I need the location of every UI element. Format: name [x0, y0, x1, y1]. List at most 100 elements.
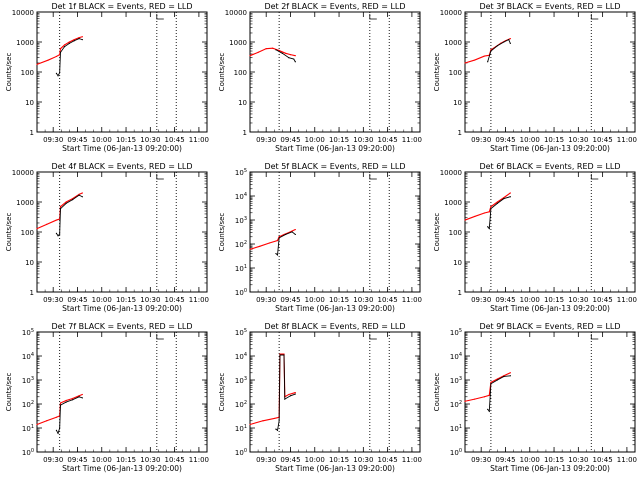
events-point [59, 208, 62, 210]
events-point [294, 233, 296, 236]
y-tick-label: 10 [453, 259, 462, 267]
x-tick-label: 11:00 [617, 456, 637, 464]
lld-point [259, 245, 261, 247]
lld-point [65, 399, 67, 402]
y-tick-label: 104 [450, 352, 462, 361]
lld-point [279, 353, 281, 355]
lld-point [47, 59, 49, 61]
y-axis-label: Counts/sec [218, 373, 226, 412]
events-point [78, 37, 80, 40]
y-tick-exponent: 4 [244, 192, 247, 198]
panel-7: Det 7f BLACK = Events, RED = LLD10010110… [5, 322, 209, 473]
events-point [55, 232, 58, 234]
x-tick-label: 10:00 [520, 456, 540, 464]
lld-point [257, 51, 259, 54]
x-tick-label: 11:00 [189, 296, 209, 304]
x-tick-label: 10:45 [378, 456, 398, 464]
events-point [509, 375, 511, 377]
flag-marker [156, 14, 164, 20]
events-point [57, 75, 59, 77]
lld-point [278, 49, 280, 52]
lld-point [55, 55, 58, 58]
events-point [496, 45, 498, 47]
events-point [78, 396, 80, 398]
x-tick-label: 09:30 [256, 296, 276, 304]
x-tick-label: 10:00 [92, 296, 112, 304]
y-tick-exponent: 0 [31, 448, 34, 454]
y-tick-label: 104 [235, 192, 247, 201]
lld-point [289, 54, 292, 56]
x-tick-label: 10:00 [305, 136, 325, 144]
x-tick-label: 10:45 [593, 296, 613, 304]
y-tick-label: 103 [22, 376, 34, 385]
panel-title: Det 9f BLACK = Events, RED = LLD [479, 322, 620, 331]
y-tick-label: 1 [30, 289, 34, 297]
events-point [488, 410, 490, 412]
y-tick-label: 102 [22, 400, 34, 409]
lld-point [68, 41, 70, 43]
flag-marker [590, 14, 599, 20]
panel-title: Det 2f BLACK = Events, RED = LLD [264, 2, 405, 11]
x-tick-label: 10:45 [593, 456, 613, 464]
y-tick-label: 100 [21, 69, 34, 77]
panel-6: Det 6f BLACK = Events, RED = LLD 1 10 100 10… [433, 162, 637, 313]
lld-point [249, 248, 251, 250]
plot-frame [36, 171, 208, 293]
lld-point [268, 242, 271, 244]
events-point [285, 233, 287, 236]
lld-point [294, 391, 296, 394]
lld-point [285, 52, 287, 54]
lld-point [488, 394, 490, 396]
y-tick-label: 1000 [229, 39, 247, 47]
x-tick-label: 09:45 [495, 136, 515, 144]
panel-4: Det 4f BLACK = Events, RED = LLD 1 10 100 10… [5, 162, 209, 313]
x-tick-label: 11:00 [617, 296, 637, 304]
y-tick-exponent: 1 [459, 424, 462, 430]
y-tick-exponent: 4 [31, 352, 34, 358]
x-tick-label: 10:30 [568, 136, 588, 144]
lld-point [464, 219, 466, 221]
y-tick-exponent: 2 [244, 400, 247, 406]
lld-point [509, 372, 511, 374]
x-tick-label: 09:30 [471, 136, 491, 144]
y-tick-exponent: 2 [244, 240, 247, 246]
x-tick-label: 10:00 [520, 136, 540, 144]
lld-point [278, 236, 280, 238]
x-tick-label: 09:30 [43, 136, 63, 144]
plot-frame [249, 331, 421, 453]
x-tick-label: 10:15 [329, 296, 349, 304]
events-point [55, 72, 58, 74]
events-point [508, 39, 510, 41]
plot-frame [249, 171, 421, 293]
panel-title: Det 3f BLACK = Events, RED = LLD [479, 2, 620, 11]
x-tick-label: 10:45 [593, 136, 613, 144]
lld-point [509, 37, 511, 40]
events-series-line [56, 396, 83, 435]
x-tick-label: 10:45 [165, 136, 185, 144]
events-point [503, 197, 505, 200]
x-tick-label: 10:00 [92, 136, 112, 144]
y-tick-label: 1 [30, 129, 34, 137]
events-point [509, 42, 511, 44]
plot-frame [249, 11, 421, 133]
lld-series-line [249, 353, 296, 426]
y-tick-label: 100 [22, 448, 34, 457]
x-tick-label: 10:30 [140, 136, 160, 144]
events-point [78, 194, 80, 196]
events-point [490, 208, 492, 210]
x-tick-label: 11:00 [402, 296, 422, 304]
events-point [283, 354, 285, 356]
lld-point [81, 393, 83, 396]
events-point [281, 52, 283, 54]
panel-9: Det 9f BLACK = Events, RED = LLD10010110… [433, 322, 637, 473]
y-axis-label: Counts/sec [5, 373, 13, 412]
x-tick-label: 09:45 [67, 296, 87, 304]
x-tick-label: 09:45 [280, 456, 300, 464]
x-tick-label: 10:15 [544, 136, 564, 144]
events-point [59, 72, 61, 74]
lld-point [59, 206, 62, 208]
y-tick-label: 10 [238, 99, 247, 107]
events-series-line [487, 39, 511, 62]
x-axis-label: Start Time (06-Jan-13 09:20:00) [490, 144, 610, 153]
y-tick-label: 101 [235, 264, 247, 273]
